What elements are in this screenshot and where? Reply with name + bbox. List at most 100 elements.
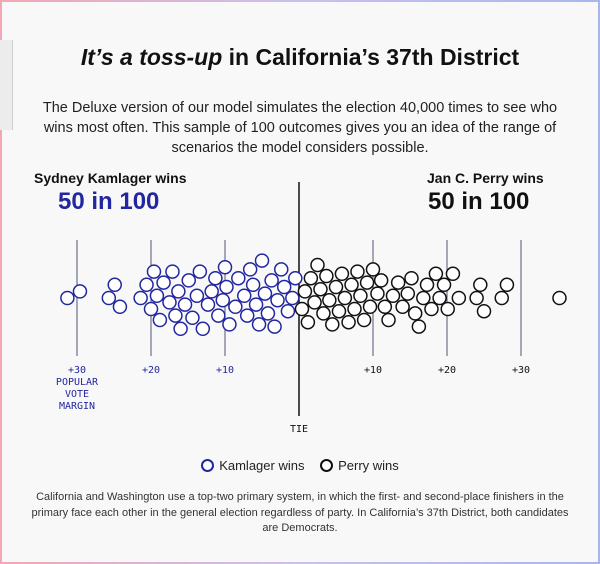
kamlager-swatch <box>201 459 215 472</box>
kamlager-outcome-dot <box>156 275 171 290</box>
chart-title: It’s a toss-up in California’s 37th Dist… <box>0 44 600 71</box>
kamlager-outcome-dot <box>280 303 296 319</box>
kamlager-outcome-dot <box>273 262 289 277</box>
kamlager-outcome-dot <box>162 295 177 310</box>
perry-outcome-dot <box>373 273 389 288</box>
perry-outcome-dot <box>310 257 325 273</box>
kamlager-outcome-dot <box>288 270 303 286</box>
tick-label: +10 <box>364 365 382 376</box>
perry-outcome-dot <box>313 281 328 297</box>
perry-outcome-dot <box>476 303 492 319</box>
tick-label: +10 <box>216 365 234 376</box>
kamlager-outcome-dot <box>222 317 237 332</box>
title-rest: in California’s 37th District <box>222 44 520 70</box>
tick-label: +20 <box>142 365 160 376</box>
kamlager-outcome-dot <box>228 299 243 315</box>
kamlager-outcome-dot <box>264 273 279 288</box>
perry-outcome-dot <box>499 277 515 293</box>
perry-outcome-dot <box>328 279 344 295</box>
perry-outcome-dot <box>395 299 410 315</box>
perry-outcome-dot <box>331 303 347 319</box>
perry-outcome-dot <box>319 268 334 284</box>
kamlager-outcome-dot <box>192 264 208 279</box>
kamlager-outcome-dot <box>149 288 165 304</box>
kamlager-outcome-dot <box>204 284 219 299</box>
perry-outcome-dot <box>416 290 431 306</box>
tick-label: +30 <box>512 365 530 376</box>
kamlager-outcome-dot <box>285 290 300 306</box>
kamlager-outcome-dot <box>219 279 234 295</box>
kamlager-outcome-dot <box>143 301 159 317</box>
kamlager-outcome-dot <box>101 290 117 306</box>
perry-outcome-dot <box>377 299 393 315</box>
axis-title-line: VOTE <box>65 389 89 400</box>
kamlager-outcome-dot <box>254 253 270 268</box>
perry-outcome-dot <box>334 266 350 282</box>
perry-outcome-dot <box>297 284 313 299</box>
tie-label: TIE <box>290 424 308 435</box>
side-tab-decoration <box>0 40 13 130</box>
legend-item-kamlager: Kamlager wins <box>201 458 304 473</box>
kamlager-outcome-dot <box>200 297 216 312</box>
perry-outcome-dot <box>365 262 381 277</box>
legend-label-kamlager: Kamlager wins <box>219 458 305 473</box>
kamlager-outcome-dot <box>211 308 226 323</box>
legend: Kamlager wins Perry wins <box>0 458 600 473</box>
legend-label-perry: Perry wins <box>338 458 399 473</box>
kamlager-outcome-dot <box>276 279 292 295</box>
perry-outcome-dot <box>451 290 467 306</box>
title-emphasis: It’s a toss-up <box>80 44 223 70</box>
perry-outcome-dot <box>347 301 362 317</box>
perry-outcome-dot <box>381 312 396 328</box>
kamlager-outcome-dot <box>231 270 246 286</box>
kamlager-outcome-dot <box>270 292 285 308</box>
perry-outcome-dot <box>325 317 340 332</box>
kamlager-outcome-dot <box>171 284 186 299</box>
kamlager-outcome-dot <box>168 308 183 323</box>
kamlager-outcome-dot <box>107 277 122 293</box>
perry-outcome-dot <box>390 275 406 290</box>
perry-outcome-dot <box>344 277 359 293</box>
perry-outcome-dot <box>370 286 385 301</box>
kamlager-outcome-dot <box>251 317 267 332</box>
kamlager-outcome-dot <box>173 321 188 337</box>
kamlager-outcome-dot <box>248 297 264 312</box>
perry-outcome-dot <box>436 277 452 293</box>
perry-outcome-dot <box>337 290 353 306</box>
kamlager-outcome-dot <box>236 288 252 304</box>
perry-outcome-dot <box>404 270 419 286</box>
kamlager-outcome-dot <box>217 259 233 275</box>
perry-outcome-dot <box>300 314 316 330</box>
perry-label: Jan C. Perry wins <box>427 170 544 186</box>
perry-outcome-dot <box>362 299 378 315</box>
perry-outcome-dot <box>353 288 368 304</box>
kamlager-outcome-dot <box>189 288 205 304</box>
perry-outcome-dot <box>407 306 423 321</box>
perry-count: 50 in 100 <box>428 188 530 215</box>
kamlager-outcome-dot <box>146 264 162 279</box>
kamlager-outcome-dot <box>215 292 231 308</box>
perry-outcome-dot <box>473 277 488 293</box>
perry-outcome-dot <box>552 290 567 306</box>
perry-outcome-dot <box>303 270 319 286</box>
perry-outcome-dot <box>494 290 510 306</box>
kamlager-outcome-dot <box>185 310 200 326</box>
kamlager-outcome-dot <box>242 262 258 277</box>
perry-outcome-dot <box>316 306 331 321</box>
axis-title-line: MARGIN <box>59 401 95 412</box>
footnote: California and Washington use a top-two … <box>31 491 569 534</box>
perry-outcome-dot <box>432 290 447 306</box>
perry-outcome-dot <box>424 301 439 317</box>
kamlager-outcome-dot <box>245 277 261 293</box>
perry-outcome-dot <box>411 319 427 334</box>
tick-label: +30 <box>68 365 86 376</box>
perry-outcome-dot <box>359 275 375 290</box>
kamlager-outcome-dot <box>139 277 154 293</box>
chart-subtitle: The Deluxe version of our model simulate… <box>42 100 558 156</box>
kamlager-outcome-dot <box>60 290 75 306</box>
kamlager-outcome-dot <box>133 290 148 306</box>
perry-outcome-dot <box>341 314 356 330</box>
perry-outcome-dot <box>294 301 310 317</box>
kamlager-outcome-dot <box>260 306 276 321</box>
